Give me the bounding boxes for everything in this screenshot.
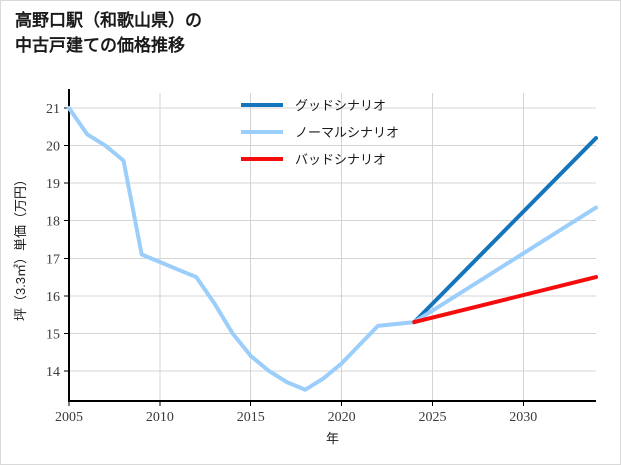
page-title: 高野口駅（和歌山県）の 中古戸建ての価格推移 xyxy=(15,11,202,55)
series-line-実績 xyxy=(67,106,417,392)
y-axis-tick-label: 19 xyxy=(46,177,60,192)
x-axis-tick-label: 2005 xyxy=(55,410,83,425)
series-line-ノーマルシナリオ xyxy=(412,205,598,325)
legend-label-バッドシナリオ: バッドシナリオ xyxy=(295,152,386,167)
x-axis-tick-labels: 2005 2010 2015 2020 2025 2030 xyxy=(55,401,537,425)
x-axis-tick-label: 2010 xyxy=(146,410,174,425)
y-axis-tick-label: 14 xyxy=(46,365,60,380)
data-series xyxy=(67,106,598,392)
legend-label-ノーマルシナリオ: ノーマルシナリオ xyxy=(295,125,399,140)
series-line-バッドシナリオ xyxy=(412,275,598,325)
x-axis-title: 年 xyxy=(326,431,339,446)
y-axis-title: 坪（3.3㎡）単価（万円） xyxy=(13,173,28,321)
series-line-グッドシナリオ xyxy=(412,136,598,325)
y-axis-tick-label: 15 xyxy=(46,327,60,342)
y-axis-tick-label: 21 xyxy=(46,102,60,117)
axis-lines xyxy=(68,89,596,402)
x-axis-tick-label: 2015 xyxy=(237,410,265,425)
y-axis-tick-labels: 14 15 16 17 18 19 20 21 xyxy=(46,102,69,380)
y-axis-tick-label: 17 xyxy=(46,252,60,267)
legend-label-グッドシナリオ: グッドシナリオ xyxy=(295,98,386,113)
y-axis-tick-label: 20 xyxy=(46,140,60,155)
y-axis-tick-label: 16 xyxy=(46,290,60,305)
y-axis-tick-label: 18 xyxy=(46,215,60,230)
x-axis-tick-label: 2020 xyxy=(328,410,356,425)
axis-titles: 年 坪（3.3㎡）単価（万円） xyxy=(13,173,339,446)
x-axis-tick-label: 2025 xyxy=(418,410,446,425)
gridlines xyxy=(68,93,596,401)
x-axis-tick-label: 2030 xyxy=(509,410,537,425)
